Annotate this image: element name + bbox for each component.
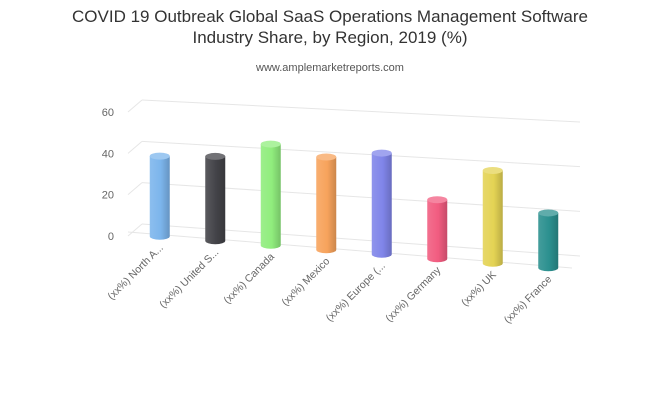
bar[interactable] — [205, 152, 226, 245]
bar[interactable] — [427, 196, 448, 263]
x-tick-label: (xx%) Germany — [383, 264, 444, 325]
chart-subtitle: www.amplemarketreports.com — [256, 62, 404, 74]
bar[interactable] — [538, 209, 559, 272]
gridline-side — [127, 182, 143, 196]
y-axis-labels: 0 20 40 60 — [102, 107, 114, 243]
gridline — [141, 140, 581, 168]
y-tick-label: 20 — [102, 190, 114, 202]
gridline-side — [127, 140, 143, 154]
y-tick-label: 0 — [108, 231, 114, 243]
gridline-side — [127, 223, 143, 237]
bar[interactable] — [482, 166, 503, 267]
y-tick-label: 60 — [102, 107, 114, 119]
grid-layer — [127, 99, 581, 269]
bar[interactable] — [316, 153, 337, 254]
x-tick-label: (xx%) France — [502, 273, 555, 326]
gridline-side — [127, 99, 143, 113]
chart-title: COVID 19 Outbreak Global SaaS Operations… — [0, 6, 660, 48]
y-tick-label: 40 — [102, 148, 114, 160]
floor-line — [127, 231, 573, 269]
x-tick-label: (xx%) Mexico — [279, 255, 332, 308]
bar[interactable] — [149, 152, 170, 240]
x-tick-label: (xx%) United S... — [157, 246, 221, 310]
x-tick-label: (xx%) UK — [459, 269, 499, 309]
x-tick-label: (xx%) Canada — [221, 251, 277, 307]
bar[interactable] — [371, 149, 392, 258]
x-tick-label: (xx%) Europe (... — [324, 260, 388, 324]
bar[interactable] — [260, 140, 281, 249]
gridline — [141, 99, 581, 123]
chart-title-line-1: COVID 19 Outbreak Global SaaS Operations… — [72, 7, 588, 26]
chart-title-line-2: Industry Share, by Region, 2019 (%) — [192, 28, 468, 47]
bars-layer — [149, 140, 559, 272]
x-tick-label: (xx%) North A... — [105, 242, 165, 302]
